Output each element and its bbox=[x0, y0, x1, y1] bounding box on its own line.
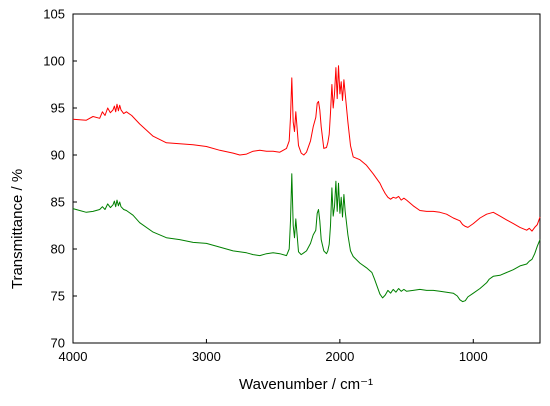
y-tick-label: 105 bbox=[43, 7, 65, 22]
y-axis-ticks: 70 75 80 85 90 95 100 105 bbox=[43, 7, 77, 351]
x-axis-ticks: 4000 3000 2000 1000 bbox=[59, 339, 488, 364]
y-tick-label: 95 bbox=[51, 101, 65, 116]
plot-frame bbox=[72, 13, 541, 344]
y-tick-label: 70 bbox=[51, 336, 65, 351]
y-tick-label: 80 bbox=[51, 242, 65, 257]
y-tick-label: 100 bbox=[43, 54, 65, 69]
x-tick-label: 2000 bbox=[325, 349, 354, 364]
x-tick-label: 3000 bbox=[192, 349, 221, 364]
y-axis-title: Transmittance / % bbox=[9, 169, 26, 289]
x-tick-label: 1000 bbox=[459, 349, 488, 364]
x-tick-label: 4000 bbox=[59, 349, 88, 364]
series-line-1 bbox=[72, 65, 541, 232]
y-tick-label: 75 bbox=[51, 289, 65, 304]
y-tick-label: 85 bbox=[51, 195, 65, 210]
plot-frame-rect bbox=[72, 13, 541, 344]
y-tick-label: 90 bbox=[51, 148, 65, 163]
x-axis-title: Wavenumber / cm⁻¹ bbox=[239, 376, 373, 393]
series-line-2 bbox=[72, 173, 541, 303]
series-lines bbox=[72, 65, 541, 303]
